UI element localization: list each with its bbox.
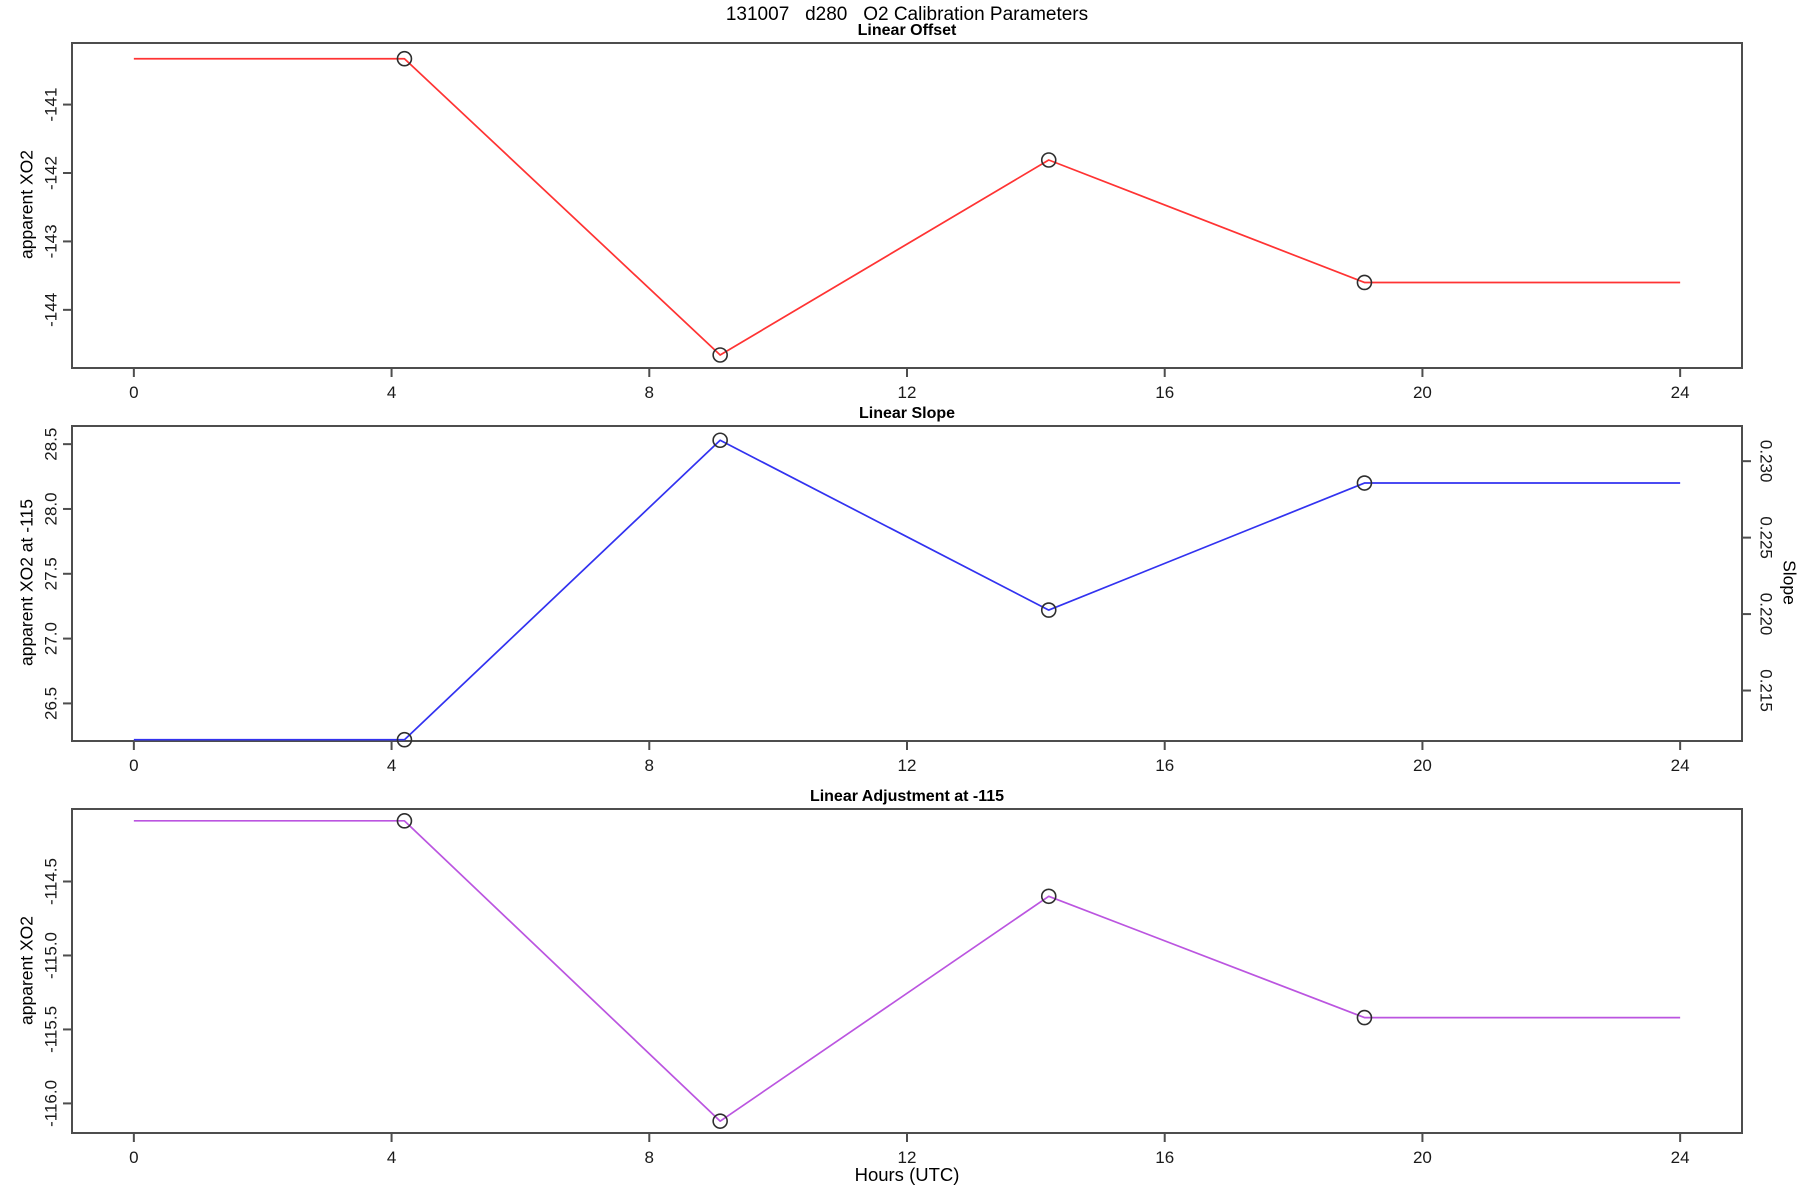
y-tick-label: -116.0	[42, 1080, 61, 1127]
y-tick-label: -144	[42, 293, 61, 327]
right-y-tick-label: 0.215	[1757, 669, 1776, 712]
x-tick-label: 12	[898, 383, 917, 402]
right-y-tick-label: 0.220	[1757, 593, 1776, 636]
y-tick-label: -143	[42, 224, 61, 258]
x-tick-label: 4	[387, 756, 396, 775]
panel-title-linear-adjustment: Linear Adjustment at -115	[809, 788, 1005, 805]
x-tick-label: 20	[1413, 383, 1432, 402]
x-tick-label: 0	[129, 383, 138, 402]
right-y-tick-label: 0.225	[1757, 516, 1776, 559]
data-point-marker	[1040, 602, 1057, 618]
data-line	[133, 819, 1681, 1123]
panel-title-linear-offset: Linear Offset	[857, 22, 957, 39]
x-tick-label: 8	[645, 756, 654, 775]
data-point-marker	[396, 731, 413, 748]
x-tick-label: 4	[387, 383, 396, 402]
y-tick-label: 27.0	[42, 622, 61, 655]
x-tick-label: 20	[1413, 1148, 1432, 1167]
panel-title-linear-slope: Linear Slope	[858, 405, 956, 422]
x-axis-label: Hours (UTC)	[854, 1164, 960, 1185]
data-point-marker	[712, 347, 728, 363]
data-line	[133, 57, 1681, 356]
data-point-marker	[1356, 1009, 1373, 1026]
x-tick-label: 8	[645, 383, 654, 402]
data-point-marker	[712, 1113, 728, 1129]
y-tick-label: -142	[42, 156, 61, 190]
x-tick-label: 0	[129, 1148, 138, 1167]
data-line	[133, 439, 1681, 741]
x-tick-label: 24	[1671, 1148, 1690, 1167]
data-point-marker	[396, 50, 413, 67]
x-tick-label: 12	[898, 1148, 917, 1167]
data-point-marker	[1040, 888, 1057, 905]
x-tick-label: 24	[1671, 756, 1690, 775]
y-tick-label: -115.5	[42, 1006, 61, 1053]
right-y-tick-label: 0.230	[1757, 440, 1776, 483]
y-tick-label: 28.5	[42, 428, 61, 461]
x-tick-label: 20	[1413, 756, 1432, 775]
y-tick-label: 28.0	[42, 492, 61, 525]
panel-frame	[71, 42, 1743, 369]
panel-frame	[71, 808, 1743, 1134]
data-point-marker	[396, 813, 413, 829]
x-tick-label: 24	[1671, 383, 1690, 402]
data-point-marker	[712, 432, 728, 449]
x-tick-label: 8	[645, 1148, 654, 1167]
y-tick-label: -115.0	[42, 932, 61, 979]
x-tick-label: 12	[898, 756, 917, 775]
x-tick-label: 0	[129, 756, 138, 775]
x-tick-label: 4	[387, 1148, 396, 1167]
y-tick-label: -141	[42, 88, 61, 122]
y-tick-label: 27.5	[42, 557, 61, 590]
data-point-marker	[1356, 475, 1373, 491]
y-tick-label: -114.5	[42, 858, 61, 905]
main-title: 131007 d280 O2 Calibration Parameters	[725, 4, 1089, 25]
panel-frame	[71, 425, 1743, 742]
data-point-marker	[1040, 152, 1057, 168]
x-tick-label: 16	[1155, 383, 1174, 402]
x-tick-label: 16	[1155, 1148, 1174, 1167]
data-point-marker	[1356, 274, 1373, 291]
y-tick-label: 26.5	[42, 687, 61, 720]
x-tick-label: 16	[1155, 756, 1174, 775]
